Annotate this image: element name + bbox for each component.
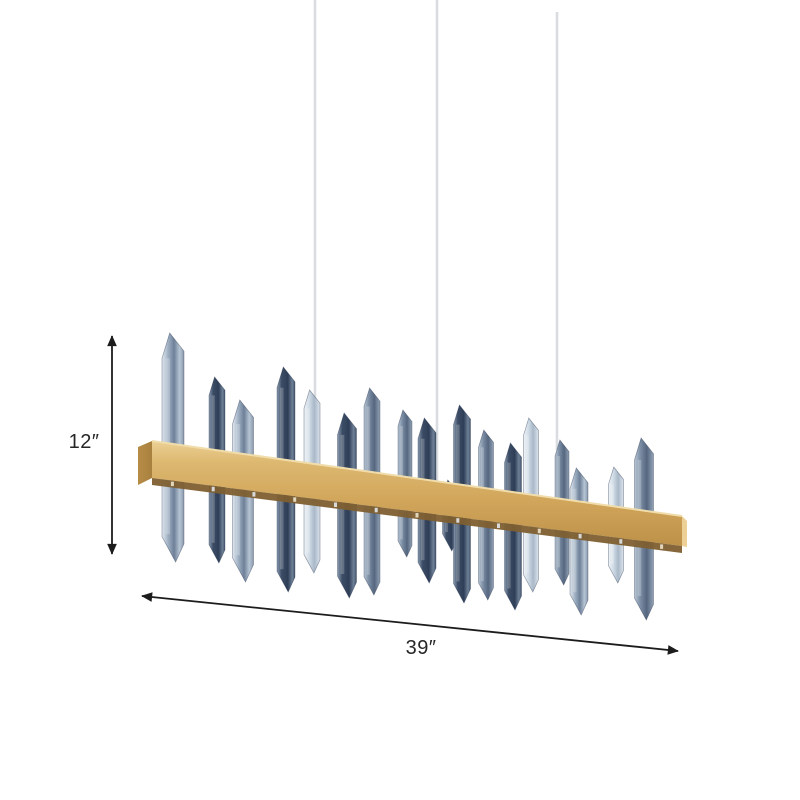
led-glint — [537, 528, 541, 534]
led-glint — [456, 518, 460, 523]
suspension-cables — [313, 0, 559, 481]
width-dimension-label: 39″ — [406, 637, 437, 659]
led-glint — [660, 544, 664, 549]
bar-end-face — [682, 516, 687, 547]
led-glint — [497, 523, 500, 528]
gold-bar — [138, 440, 687, 553]
bar-end-cap — [138, 441, 152, 485]
led-glint — [415, 513, 419, 518]
led-glint — [374, 507, 378, 513]
dimension-annotations: 12″ 39″ — [69, 335, 679, 659]
crystal-rod — [569, 467, 589, 616]
bar-front-face — [152, 441, 682, 546]
bar-top-highlight — [151, 440, 683, 517]
height-dimension-label: 12″ — [69, 431, 100, 453]
led-glint — [334, 502, 337, 507]
led-glint — [293, 497, 297, 502]
led-glint — [170, 481, 174, 487]
led-glint — [619, 539, 623, 544]
crystal-facet-highlight — [572, 488, 577, 593]
width-dimension-arrow — [141, 592, 679, 655]
led-glint — [211, 486, 215, 492]
led-glint — [252, 492, 256, 497]
led-glint — [578, 533, 582, 539]
